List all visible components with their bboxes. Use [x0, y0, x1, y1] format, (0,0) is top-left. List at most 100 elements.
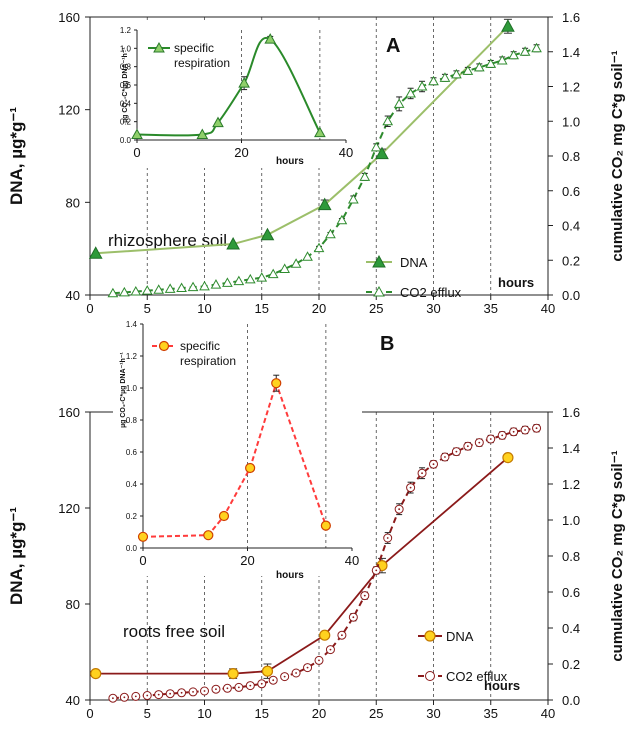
co2-point-center	[489, 438, 492, 440]
co2-point-center	[112, 697, 114, 700]
dna-point	[502, 452, 514, 464]
inset-point	[131, 128, 143, 139]
inset-y-tick-label: 0.4	[120, 99, 132, 108]
y-tick-label: 160	[58, 405, 80, 420]
co2-point	[279, 263, 291, 273]
co2-point-center	[123, 696, 126, 699]
co2-point-center	[272, 679, 275, 682]
inset-point	[218, 510, 230, 522]
co2-point	[118, 286, 130, 297]
inset-series-line	[136, 36, 321, 137]
inset-series-line	[142, 379, 327, 538]
chart-panel-A: 0 5 10 15 20 25 30 35 4040801201600.00.20.40.60.…	[7, 10, 626, 316]
co2-point	[485, 58, 497, 68]
x-tick-label: 0	[86, 301, 93, 316]
inset-y-tick-label: 0.0	[120, 136, 132, 145]
co2-point	[359, 171, 371, 181]
co2-point	[347, 193, 359, 204]
co2-point	[428, 75, 439, 86]
inset-y-tick-label: 0.2	[126, 512, 138, 521]
inset-x-tick-label: 0	[133, 145, 140, 160]
co2-point	[519, 46, 531, 56]
inset-y-tick-label: 1.0	[120, 44, 132, 53]
co2-point-center	[432, 463, 435, 466]
co2-point-center	[318, 659, 320, 662]
co2-point-center	[306, 666, 309, 669]
y2-tick-label: 0.8	[562, 149, 580, 164]
co2-point-center	[295, 672, 297, 674]
dna-series-line	[95, 25, 509, 255]
co2-point-center	[169, 692, 172, 695]
inset-background	[113, 316, 362, 576]
dna-point	[260, 227, 275, 241]
co2-point-center	[237, 686, 240, 689]
x-tick-label: 40	[541, 706, 555, 721]
co2-point-center	[535, 427, 538, 430]
y2-tick-label: 0.2	[562, 657, 580, 672]
y-tick-label: 40	[66, 288, 80, 303]
x-axis-label: hours	[484, 678, 520, 693]
inset-y-tick-label: 1.2	[126, 352, 138, 361]
co2-point-center	[215, 688, 217, 691]
panel-letter: A	[386, 35, 400, 57]
legend-dna-label: DNA	[446, 629, 474, 644]
x-axis-label: hours	[498, 275, 534, 290]
co2-point	[313, 242, 325, 253]
co2-point-center	[478, 441, 481, 444]
co2-point-center	[192, 691, 194, 693]
x-tick-label: 35	[484, 706, 498, 721]
panel-annotation: roots free soil	[123, 622, 225, 641]
inset-point	[314, 126, 326, 138]
co2-point-center	[386, 537, 389, 539]
inset-point	[137, 531, 149, 542]
y2-tick-label: 0.2	[562, 253, 580, 268]
inset-point	[203, 530, 214, 541]
y-axis-label: DNA, µg*g⁻¹	[7, 107, 26, 205]
co2-point-center	[249, 684, 252, 687]
co2-point	[508, 49, 520, 60]
inset-y-axis-label: µg CO₂-C*µg DNA⁻¹h⁻¹	[122, 46, 129, 122]
y2-tick-label: 0.6	[562, 585, 580, 600]
y-tick-label: 80	[66, 195, 80, 210]
inset-y-tick-label: 1.0	[126, 384, 138, 393]
co2-point-center	[157, 693, 160, 696]
co2-point	[256, 272, 268, 282]
inset-y-tick-label: 1.4	[126, 320, 138, 329]
co2-point-center	[444, 456, 446, 458]
co2-point	[176, 282, 187, 293]
co2-point	[187, 281, 199, 292]
dna-point	[375, 146, 389, 160]
panel-annotation: rhizosphere soil	[108, 231, 227, 250]
x-tick-label: 15	[255, 301, 269, 316]
y-tick-label: 160	[58, 10, 80, 25]
y-axis-label: DNA, µg*g⁻¹	[7, 507, 26, 605]
inset-chart-B: 0.0 0.2 0.4 0.6 0.8 1.0 1.2 1.4 0 20 40 hours µg CO₂…	[113, 316, 362, 581]
x-tick-label: 25	[369, 301, 383, 316]
dna-series-line	[95, 456, 509, 675]
dna-point	[319, 629, 331, 641]
co2-point-center	[375, 569, 378, 572]
inset-x-tick-label: 20	[240, 553, 254, 568]
co2-point-center	[134, 695, 137, 698]
co2-point-center	[226, 687, 229, 690]
panel-letter: B	[380, 333, 394, 355]
x-tick-label: 15	[255, 706, 269, 721]
y2-tick-label: 0.4	[562, 621, 580, 636]
co2-point	[496, 54, 508, 65]
inset-y-tick-label: 0.4	[126, 480, 138, 489]
y2-tick-label: 1.4	[562, 441, 580, 456]
legend-dna-label: DNA	[400, 255, 428, 270]
x-tick-label: 20	[312, 706, 326, 721]
legend-co2-marker	[425, 671, 435, 681]
dna-point	[501, 19, 515, 32]
y2-tick-label: 1.4	[562, 45, 580, 60]
legend-dna-marker	[424, 630, 436, 642]
co2-point	[130, 286, 142, 296]
inset-point	[245, 462, 256, 474]
co2-point	[382, 115, 394, 126]
co2-point	[210, 279, 222, 289]
legend-co2-label: CO2 efflux	[400, 285, 462, 300]
co2-point	[325, 228, 336, 239]
y2-tick-label: 1.0	[562, 114, 580, 129]
co2-point	[473, 61, 485, 72]
